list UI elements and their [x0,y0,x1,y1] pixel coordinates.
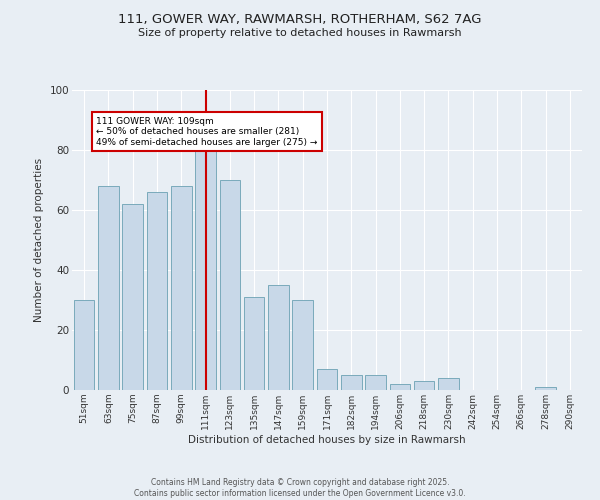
Bar [244,297,265,390]
Bar [98,186,119,390]
Bar [195,138,216,390]
Text: Contains HM Land Registry data © Crown copyright and database right 2025.
Contai: Contains HM Land Registry data © Crown c… [134,478,466,498]
X-axis label: Distribution of detached houses by size in Rawmarsh: Distribution of detached houses by size … [188,434,466,444]
Bar [268,285,289,390]
Text: Size of property relative to detached houses in Rawmarsh: Size of property relative to detached ho… [138,28,462,38]
Bar [292,300,313,390]
Bar [146,192,167,390]
Bar [74,300,94,390]
Text: 111 GOWER WAY: 109sqm
← 50% of detached houses are smaller (281)
49% of semi-det: 111 GOWER WAY: 109sqm ← 50% of detached … [96,117,317,147]
Bar [341,375,362,390]
Bar [317,369,337,390]
Bar [122,204,143,390]
Bar [171,186,191,390]
Bar [535,387,556,390]
Y-axis label: Number of detached properties: Number of detached properties [34,158,44,322]
Bar [438,378,459,390]
Bar [220,180,240,390]
Text: 111, GOWER WAY, RAWMARSH, ROTHERHAM, S62 7AG: 111, GOWER WAY, RAWMARSH, ROTHERHAM, S62… [118,12,482,26]
Bar [365,375,386,390]
Bar [389,384,410,390]
Bar [414,381,434,390]
